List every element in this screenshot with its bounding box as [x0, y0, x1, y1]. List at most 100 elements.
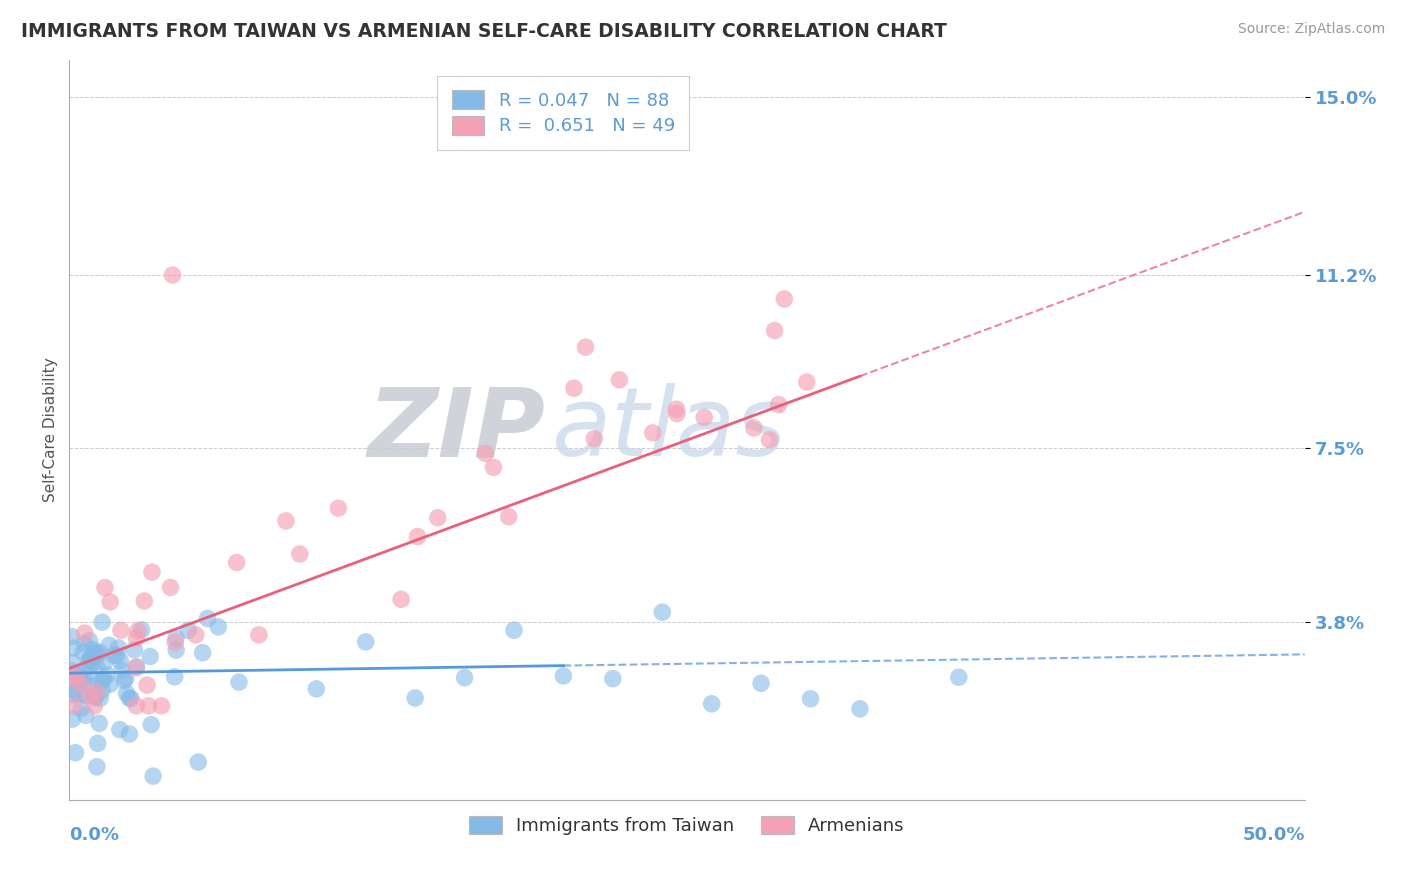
Text: 50.0%: 50.0% [1243, 826, 1305, 844]
Point [583, 432, 606, 446]
Point [70, 673, 93, 688]
Point [125, 660, 148, 674]
Point [75, 665, 97, 680]
Point [796, 375, 818, 389]
Point [79, 659, 101, 673]
Point [773, 292, 796, 306]
Point [406, 530, 429, 544]
Point [305, 681, 328, 696]
Point [187, 755, 209, 769]
Point [65, 746, 87, 760]
Point [228, 675, 250, 690]
Point [84, 646, 107, 660]
Point [849, 702, 872, 716]
Point [67, 687, 90, 701]
Legend: Immigrants from Taiwan, Armenians: Immigrants from Taiwan, Armenians [463, 808, 912, 842]
Point [207, 620, 229, 634]
Point [247, 628, 270, 642]
Point [70, 701, 93, 715]
Point [177, 624, 200, 638]
Point [609, 373, 631, 387]
Point [86, 736, 108, 750]
Point [120, 691, 142, 706]
Point [136, 678, 159, 692]
Point [111, 664, 134, 678]
Point [142, 769, 165, 783]
Point [118, 691, 141, 706]
Point [91, 615, 114, 630]
Point [89, 646, 111, 660]
Text: 0.0%: 0.0% [69, 826, 120, 844]
Point [103, 648, 125, 663]
Point [191, 646, 214, 660]
Point [79, 633, 101, 648]
Point [82, 679, 104, 693]
Point [98, 677, 121, 691]
Point [742, 421, 765, 435]
Point [274, 514, 297, 528]
Point [67, 667, 90, 681]
Point [197, 611, 219, 625]
Point [65, 670, 87, 684]
Point [60, 686, 83, 700]
Point [159, 581, 181, 595]
Text: IMMIGRANTS FROM TAIWAN VS ARMENIAN SELF-CARE DISABILITY CORRELATION CHART: IMMIGRANTS FROM TAIWAN VS ARMENIAN SELF-… [21, 22, 948, 41]
Point [141, 565, 163, 579]
Point [60, 664, 83, 678]
Point [474, 446, 496, 460]
Point [98, 595, 121, 609]
Point [118, 727, 141, 741]
Point [165, 643, 187, 657]
Point [70, 679, 93, 693]
Point [86, 685, 108, 699]
Point [354, 635, 377, 649]
Point [749, 676, 772, 690]
Point [641, 425, 664, 440]
Point [763, 324, 786, 338]
Point [77, 654, 100, 668]
Point [93, 656, 115, 670]
Point [426, 510, 449, 524]
Point [693, 410, 716, 425]
Point [96, 668, 118, 682]
Text: Source: ZipAtlas.com: Source: ZipAtlas.com [1237, 22, 1385, 37]
Point [150, 698, 173, 713]
Point [91, 683, 114, 698]
Point [574, 340, 596, 354]
Point [89, 691, 111, 706]
Point [63, 698, 86, 713]
Point [139, 649, 162, 664]
Point [948, 670, 970, 684]
Point [60, 656, 83, 670]
Point [82, 656, 104, 670]
Point [389, 592, 412, 607]
Point [651, 605, 673, 619]
Point [75, 689, 97, 703]
Point [79, 689, 101, 703]
Point [700, 697, 723, 711]
Point [98, 638, 121, 652]
Point [86, 659, 108, 673]
Point [141, 717, 163, 731]
Point [602, 672, 624, 686]
Point [91, 673, 114, 688]
Point [62, 640, 84, 655]
Point [134, 594, 156, 608]
Point [768, 398, 790, 412]
Point [93, 672, 115, 686]
Point [404, 691, 426, 706]
Point [125, 631, 148, 645]
Point [482, 460, 505, 475]
Point [163, 670, 186, 684]
Point [112, 673, 135, 688]
Point [124, 642, 146, 657]
Point [799, 691, 821, 706]
Point [89, 716, 111, 731]
Point [79, 651, 101, 665]
Point [86, 647, 108, 661]
Text: atlas: atlas [551, 383, 786, 476]
Y-axis label: Self-Care Disability: Self-Care Disability [44, 357, 58, 502]
Point [83, 698, 105, 713]
Point [87, 676, 110, 690]
Point [83, 642, 105, 657]
